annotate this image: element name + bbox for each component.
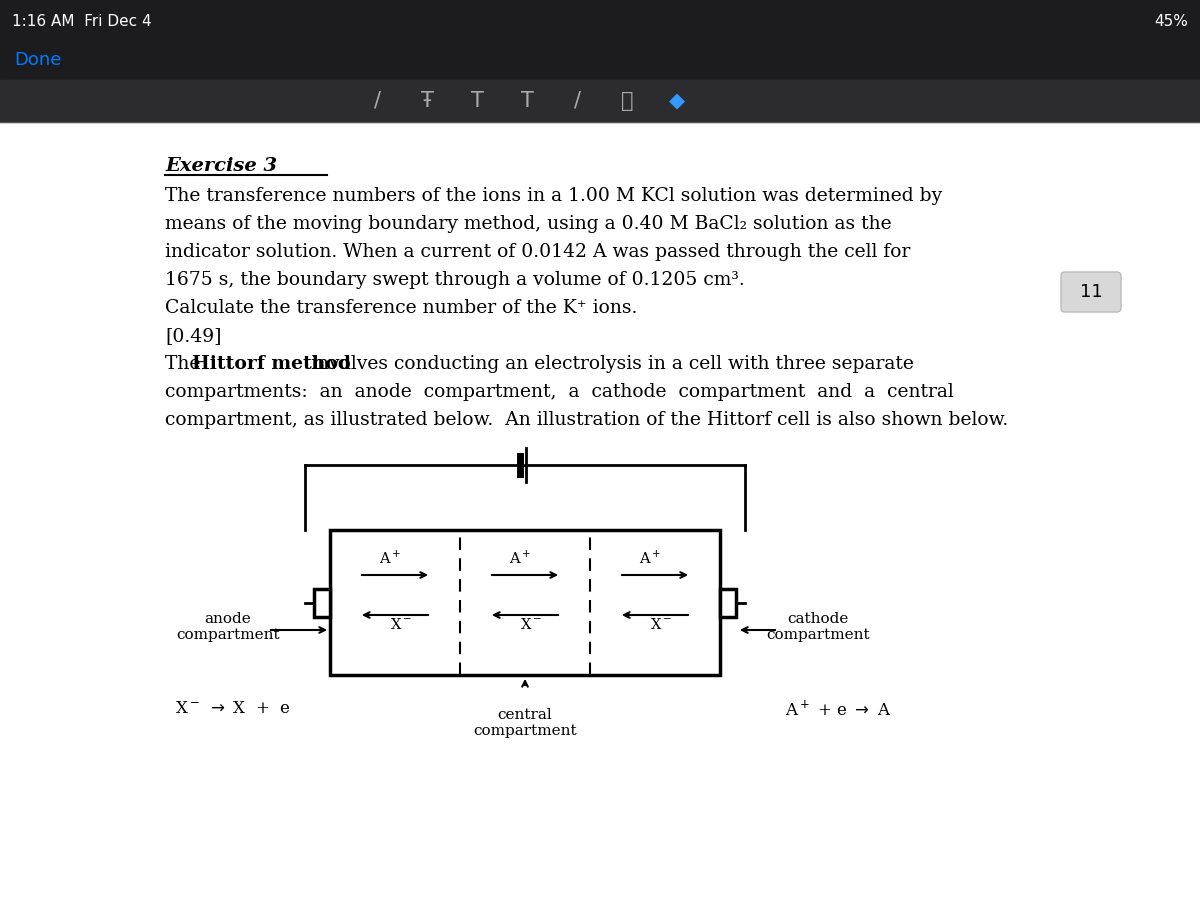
Text: 1675 s, the boundary swept through a volume of 0.1205 cm³.: 1675 s, the boundary swept through a vol… (166, 271, 745, 289)
Text: 11: 11 (1080, 283, 1103, 301)
Text: /: / (374, 91, 382, 111)
Text: 1:16 AM  Fri Dec 4: 1:16 AM Fri Dec 4 (12, 14, 151, 30)
Bar (720, 589, 736, 616)
Bar (330, 530, 720, 675)
Text: The: The (166, 355, 206, 373)
Text: ◆: ◆ (670, 91, 685, 111)
Text: cathode
compartment: cathode compartment (766, 612, 870, 642)
Text: /: / (574, 91, 581, 111)
Text: compartment, as illustrated below.  An illustration of the Hittorf cell is also : compartment, as illustrated below. An il… (166, 411, 1008, 429)
Text: A$^+$ + e $\rightarrow$ A: A$^+$ + e $\rightarrow$ A (785, 700, 892, 719)
Text: 45%: 45% (1154, 14, 1188, 30)
Text: Hittorf method: Hittorf method (192, 355, 352, 373)
Text: [0.49]: [0.49] (166, 327, 222, 345)
Text: means of the moving boundary method, using a 0.40 M BaCl₂ solution as the: means of the moving boundary method, usi… (166, 215, 892, 233)
Text: X$^-$: X$^-$ (650, 617, 672, 632)
Text: The transference numbers of the ions in a 1.00 M KCl solution was determined by: The transference numbers of the ions in … (166, 187, 942, 205)
Bar (314, 589, 330, 616)
Text: compartments:  an  anode  compartment,  a  cathode  compartment  and  a  central: compartments: an anode compartment, a ca… (166, 383, 954, 401)
Text: Exercise 3: Exercise 3 (166, 157, 277, 175)
Bar (0, 122, 1200, 900)
Text: A$^+$: A$^+$ (379, 550, 401, 567)
Text: X$^-$ $\rightarrow$ X  +  e: X$^-$ $\rightarrow$ X + e (175, 700, 290, 717)
Text: T: T (470, 91, 484, 111)
Text: indicator solution. When a current of 0.0142 A was passed through the cell for: indicator solution. When a current of 0.… (166, 243, 911, 261)
Text: A$^+$: A$^+$ (638, 550, 661, 567)
Text: X$^-$: X$^-$ (390, 617, 412, 632)
Text: involves conducting an electrolysis in a cell with three separate: involves conducting an electrolysis in a… (305, 355, 914, 373)
FancyBboxPatch shape (1061, 272, 1121, 312)
Text: ⎕: ⎕ (620, 91, 634, 111)
Text: T: T (521, 91, 534, 111)
Text: Ŧ: Ŧ (420, 91, 433, 111)
Text: Calculate the transference number of the K⁺ ions.: Calculate the transference number of the… (166, 299, 637, 317)
Text: A$^+$: A$^+$ (509, 550, 532, 567)
Text: central
compartment: central compartment (473, 708, 577, 738)
Text: X$^-$: X$^-$ (520, 617, 542, 632)
Text: Done: Done (14, 51, 61, 69)
Bar (0, 80, 1200, 122)
Text: anode
compartment: anode compartment (176, 612, 280, 642)
